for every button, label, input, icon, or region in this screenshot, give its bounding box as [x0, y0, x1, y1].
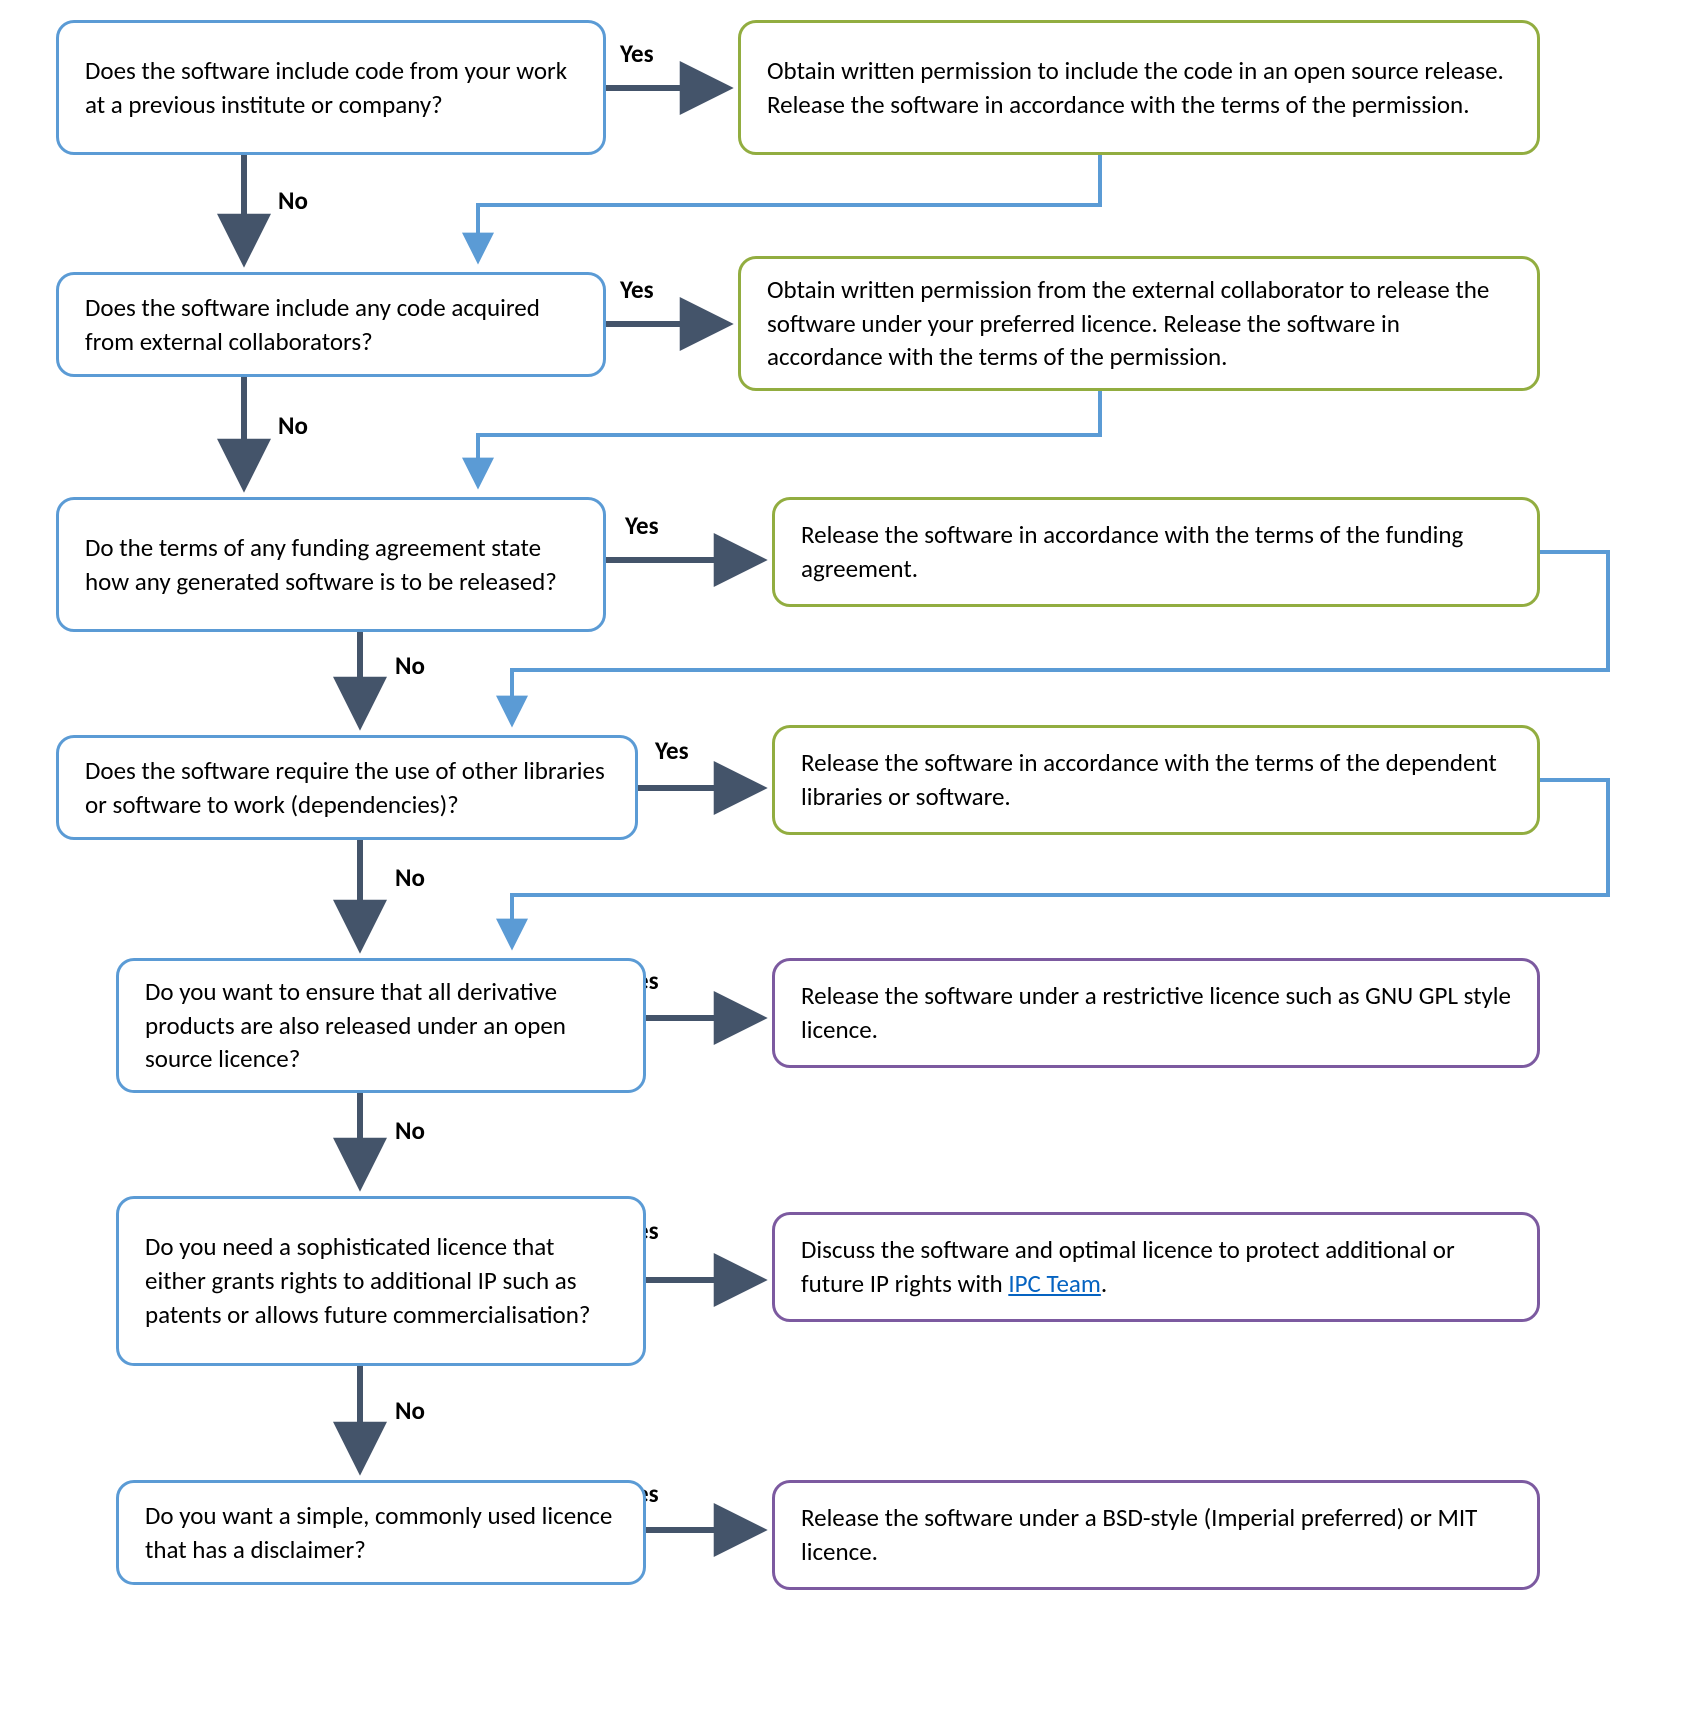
edge-a2-return-q3 [478, 391, 1100, 485]
node-a1: Obtain written permission to include the… [738, 20, 1540, 155]
edge-label-no: No [278, 410, 308, 441]
node-text: Release the software under a restrictive… [801, 979, 1511, 1047]
edge-label-yes: Yes [620, 274, 654, 305]
edge-label-yes: Yes [655, 735, 689, 766]
node-text: Obtain written permission to include the… [767, 54, 1511, 122]
edge-a1-return-q2 [478, 155, 1100, 260]
node-q1: Does the software include code from your… [56, 20, 606, 155]
node-text: Release the software in accordance with … [801, 518, 1511, 586]
edge-label-no: No [278, 185, 308, 216]
node-text-suffix: . [1101, 1268, 1107, 1299]
node-q6: Do you need a sophisticated licence that… [116, 1196, 646, 1366]
edge-label-yes: Yes [625, 510, 659, 541]
edge-label-no: No [395, 862, 425, 893]
edge-label-no: No [395, 650, 425, 681]
node-text: Does the software include any code acqui… [85, 291, 577, 359]
node-text: Discuss the software and optimal licence… [801, 1233, 1511, 1301]
node-a4: Release the software in accordance with … [772, 725, 1540, 835]
edge-label-no: No [395, 1395, 425, 1426]
node-text: Do you want a simple, commonly used lice… [145, 1499, 617, 1567]
node-a5: Release the software under a restrictive… [772, 958, 1540, 1068]
node-q7: Do you want a simple, commonly used lice… [116, 1480, 646, 1585]
node-text: Release the software under a BSD-style (… [801, 1501, 1511, 1569]
node-text: Release the software in accordance with … [801, 746, 1511, 814]
node-q3: Do the terms of any funding agreement st… [56, 497, 606, 632]
node-text: Do the terms of any funding agreement st… [85, 531, 577, 599]
ipc-team-link[interactable]: IPC Team [1008, 1268, 1101, 1299]
node-q4: Does the software require the use of oth… [56, 735, 638, 840]
node-text: Obtain written permission from the exter… [767, 273, 1511, 374]
node-q2: Does the software include any code acqui… [56, 272, 606, 377]
node-q5: Do you want to ensure that all derivativ… [116, 958, 646, 1093]
node-text-prefix: Discuss the software and optimal licence… [801, 1234, 1455, 1299]
node-text: Do you want to ensure that all derivativ… [145, 975, 617, 1076]
node-a3: Release the software in accordance with … [772, 497, 1540, 607]
node-text: Does the software require the use of oth… [85, 754, 609, 822]
edge-label-yes: Yes [620, 38, 654, 69]
node-a6: Discuss the software and optimal licence… [772, 1212, 1540, 1322]
node-text: Do you need a sophisticated licence that… [145, 1230, 617, 1331]
node-text: Does the software include code from your… [85, 54, 577, 122]
node-a7: Release the software under a BSD-style (… [772, 1480, 1540, 1590]
edge-label-no: No [395, 1115, 425, 1146]
flowchart: YesNoYesNoYesNoYesNoYesNoYesNoYesDoes th… [0, 0, 1708, 1725]
node-a2: Obtain written permission from the exter… [738, 256, 1540, 391]
